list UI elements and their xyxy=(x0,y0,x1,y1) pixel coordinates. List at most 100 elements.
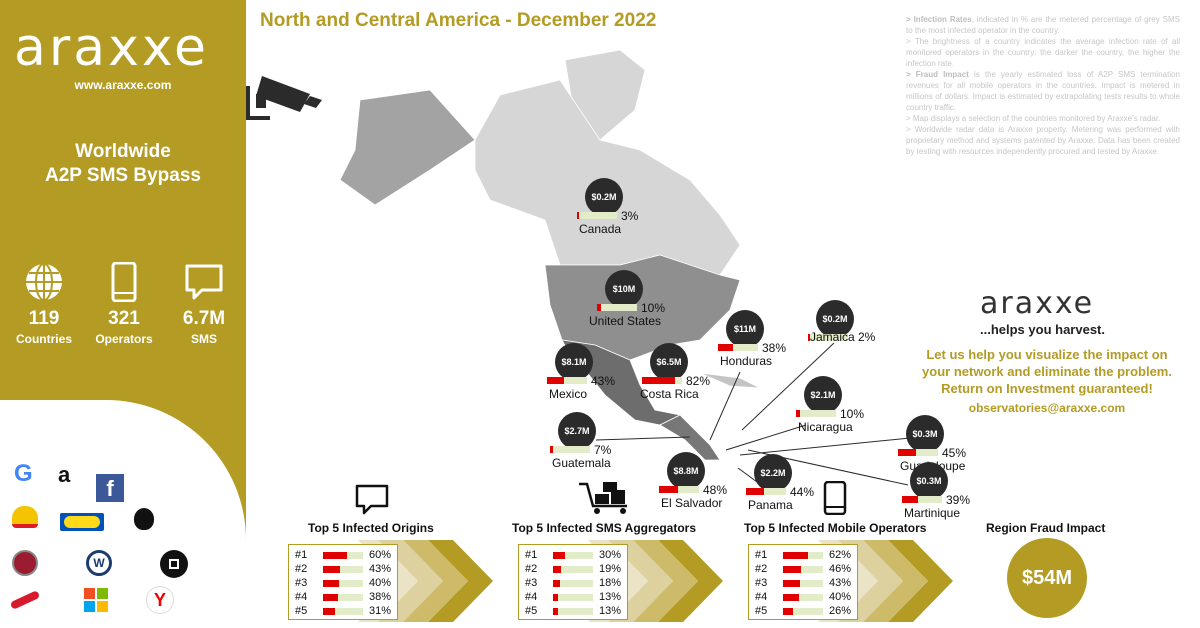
ranking-box-top-5-infected-mobile-operators: #1 62% #2 46% #3 43% #4 40% #5 26% xyxy=(748,544,858,620)
country-alaska xyxy=(339,89,476,206)
region-impact-title: Region Fraud Impact xyxy=(986,521,1106,535)
country-name-costa-rica: Costa Rica xyxy=(640,387,699,401)
ranking-row: #1 60% xyxy=(289,549,397,563)
shell-logo xyxy=(12,506,38,528)
rate-label-jamaica: 2% xyxy=(858,330,876,344)
volkswagen-logo: W xyxy=(86,550,112,576)
rank-label: #1 xyxy=(525,549,538,561)
rate-bar-fill xyxy=(902,496,918,503)
rate-label-canada: 3% xyxy=(621,209,639,223)
rate-bar-costa-rica xyxy=(642,377,682,384)
stat-value: 119 xyxy=(28,308,60,329)
rank-bar-fill xyxy=(783,608,794,615)
rate-label-costa-rica: 82% xyxy=(686,374,711,388)
rate-label-martinique: 39% xyxy=(946,493,971,507)
methodology-notes: > Infection Rates, indicated in % are th… xyxy=(906,14,1180,157)
pitch-line: your network and eliminate the problem. xyxy=(922,364,1172,379)
rank-value: 31% xyxy=(369,605,392,617)
country-name-honduras: Honduras xyxy=(720,354,773,368)
rank-value: 40% xyxy=(369,577,392,589)
country-name-nicaragua: Nicaragua xyxy=(798,420,853,434)
rank-bar-fill xyxy=(783,552,808,559)
rate-bar-fill xyxy=(642,377,675,384)
rank-label: #1 xyxy=(755,549,768,561)
pitch-line: Let us help you visualize the impact on xyxy=(926,347,1168,362)
impact-bubble-el-salvador: $8.8M xyxy=(667,452,705,490)
rate-bar-jamaica xyxy=(808,334,848,341)
impact-bubble-panama: $2.2M xyxy=(754,454,792,492)
ranking-row: #4 40% xyxy=(749,591,857,605)
rate-bar-fill xyxy=(577,212,579,219)
rank-bar-fill xyxy=(783,594,799,601)
rank-value: 30% xyxy=(599,549,622,561)
ranking-row: #4 13% xyxy=(519,591,627,605)
promo-logo: araxxe xyxy=(980,286,1095,321)
rank-bar xyxy=(553,580,593,587)
section-title-top-5-infected-origins: Top 5 Infected Origins xyxy=(308,521,434,535)
note-line: > Worldwide radar data is Araxxe propert… xyxy=(906,125,1180,156)
rank-label: #5 xyxy=(755,605,768,617)
ranking-row: #1 30% xyxy=(519,549,627,563)
country-name-jamaica: Jamaica xyxy=(810,330,855,344)
rank-bar xyxy=(783,580,823,587)
rank-value: 18% xyxy=(599,577,622,589)
rank-label: #3 xyxy=(295,577,308,589)
sidebar: araxxe www.araxxe.com Worldwide A2P SMS … xyxy=(0,0,246,628)
website-link[interactable]: www.araxxe.com xyxy=(74,78,172,92)
rank-bar-fill xyxy=(323,594,339,601)
impact-bubble-nicaragua: $2.1M xyxy=(804,376,842,414)
rate-bar-fill xyxy=(547,377,565,384)
rank-bar-fill xyxy=(553,594,559,601)
rank-label: #4 xyxy=(525,591,538,603)
rank-bar-fill xyxy=(323,608,336,615)
rate-label-panama: 44% xyxy=(790,485,815,499)
microsoft-logo xyxy=(84,588,108,612)
contact-email[interactable]: observatories@araxxe.com xyxy=(968,401,1126,415)
rank-value: 46% xyxy=(829,563,852,575)
impact-bubble-united-states: $10M xyxy=(605,270,643,308)
country-name-united-states: United States xyxy=(589,314,662,328)
rank-value: 60% xyxy=(369,549,392,561)
rank-bar xyxy=(323,552,363,559)
ranking-box-top-5-infected-sms-aggregators: #1 30% #2 19% #3 18% #4 13% #5 13% xyxy=(518,544,628,620)
rank-value: 19% xyxy=(599,563,622,575)
rate-bar-guadeloupe xyxy=(898,449,938,456)
ranking-row: #2 19% xyxy=(519,563,627,577)
pitch-line: Return on Investment guaranteed! xyxy=(941,381,1153,396)
rank-value: 38% xyxy=(369,591,392,603)
rank-bar xyxy=(783,608,823,615)
amazon-logo: a xyxy=(58,462,71,487)
rate-bar-mexico xyxy=(547,377,587,384)
impact-bubble-mexico: $8.1M xyxy=(555,343,593,381)
rate-label-guadeloupe: 45% xyxy=(942,446,967,460)
rank-label: #1 xyxy=(295,549,308,561)
rank-label: #5 xyxy=(295,605,308,617)
stat-value: 321 xyxy=(108,308,140,329)
fiat-logo xyxy=(12,550,38,576)
rank-value: 13% xyxy=(599,605,622,617)
stat-label: Operators xyxy=(95,332,153,346)
rate-bar-fill xyxy=(659,486,679,493)
facebook-logo: f xyxy=(96,474,124,502)
camera-icon xyxy=(246,76,322,120)
note-line: > The brightness of a country indicates … xyxy=(906,37,1180,68)
rate-label-nicaragua: 10% xyxy=(840,407,865,421)
rate-label-mexico: 43% xyxy=(591,374,616,388)
uber-logo xyxy=(160,550,188,578)
rank-bar-fill xyxy=(323,566,341,573)
client-logos: G a f W Y xyxy=(0,400,246,628)
rate-bar-panama xyxy=(746,488,786,495)
rate-bar-fill xyxy=(718,344,734,351)
araxxe-logo: araxxe xyxy=(14,18,210,78)
rank-bar-fill xyxy=(553,566,561,573)
rate-bar-el-salvador xyxy=(659,486,699,493)
impact-bubble-canada: $0.2M xyxy=(585,178,623,216)
headline: Worldwide A2P SMS Bypass xyxy=(0,140,246,188)
rate-bar-fill xyxy=(796,410,800,417)
rate-bar-honduras xyxy=(718,344,758,351)
rank-bar xyxy=(323,566,363,573)
rank-label: #3 xyxy=(755,577,768,589)
ranking-box-top-5-infected-origins: #1 60% #2 43% #3 40% #4 38% #5 31% xyxy=(288,544,398,620)
rank-bar xyxy=(553,552,593,559)
impact-bubble-costa-rica: $6.5M xyxy=(650,343,688,381)
